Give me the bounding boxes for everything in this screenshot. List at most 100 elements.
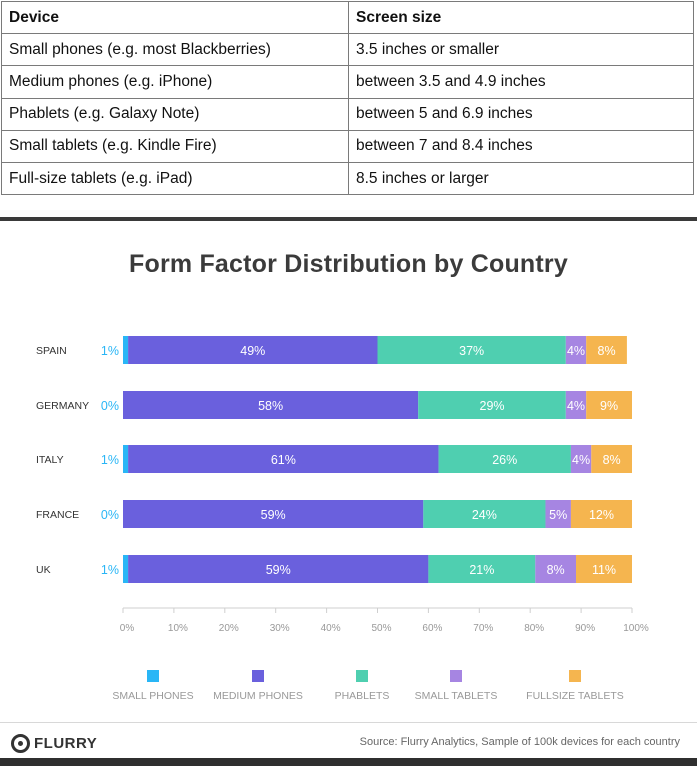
bar-segment bbox=[123, 500, 424, 528]
bar-value-label: 8% bbox=[603, 453, 621, 467]
x-tick-label: 100% bbox=[623, 623, 649, 634]
small-phones-label: 1% bbox=[101, 453, 119, 467]
legend-swatch bbox=[569, 670, 581, 682]
legend-swatch bbox=[356, 670, 368, 682]
flurry-logo-icon bbox=[11, 733, 30, 753]
small-phones-label: 0% bbox=[101, 508, 119, 522]
screen-size-cell: between 7 and 8.4 inches bbox=[348, 129, 694, 163]
category-label: GERMANY bbox=[36, 400, 89, 412]
source-note: Source: Flurry Analytics, Sample of 100k… bbox=[359, 736, 680, 748]
legend-label: MEDIUM PHONES bbox=[213, 690, 303, 702]
legend-label: SMALL TABLETS bbox=[415, 690, 498, 702]
bar-value-label: 5% bbox=[549, 508, 567, 522]
device-cell: Phablets (e.g. Galaxy Note) bbox=[1, 97, 349, 131]
bar-segment bbox=[570, 445, 592, 473]
bar-segment bbox=[423, 500, 546, 528]
bar-segment bbox=[570, 500, 632, 528]
footer-divider bbox=[0, 722, 697, 723]
bar-segment bbox=[576, 555, 632, 583]
x-tick-label: 50% bbox=[371, 623, 391, 634]
screen-size-cell: between 3.5 and 4.9 inches bbox=[348, 65, 694, 99]
screen-size-cell: 3.5 inches or smaller bbox=[348, 33, 694, 67]
device-cell: Small tablets (e.g. Kindle Fire) bbox=[1, 129, 349, 163]
x-tick-label: 20% bbox=[219, 623, 239, 634]
bar-segment bbox=[535, 555, 577, 583]
bar-value-label: 59% bbox=[261, 508, 286, 522]
bar-segment bbox=[565, 391, 587, 419]
category-label: ITALY bbox=[36, 454, 64, 466]
bar-value-label: 58% bbox=[258, 399, 283, 413]
bar-value-label: 37% bbox=[459, 344, 484, 358]
small-phones-label: 1% bbox=[101, 563, 119, 577]
logo-text: FLURRY bbox=[34, 734, 98, 752]
bar-value-label: 12% bbox=[589, 508, 614, 522]
bar-segment bbox=[545, 500, 571, 528]
bar-value-label: 59% bbox=[266, 563, 291, 577]
bar-segment bbox=[123, 391, 419, 419]
legend-swatch bbox=[252, 670, 264, 682]
bar-value-label: 4% bbox=[567, 344, 585, 358]
bar-segment bbox=[565, 336, 587, 364]
category-label: FRANCE bbox=[36, 509, 79, 521]
bar-segment bbox=[128, 555, 429, 583]
bar-segment bbox=[586, 391, 632, 419]
bar-segment bbox=[123, 555, 129, 583]
bar-segment bbox=[586, 336, 627, 364]
x-tick-label: 40% bbox=[321, 623, 341, 634]
bar-value-label: 29% bbox=[480, 399, 505, 413]
screen-size-cell: between 5 and 6.9 inches bbox=[348, 97, 694, 131]
bar-value-label: 9% bbox=[600, 399, 618, 413]
table-header-row: Device Screen size bbox=[1, 0, 694, 35]
device-cell: Full-size tablets (e.g. iPad) bbox=[1, 161, 349, 196]
legend-swatch bbox=[450, 670, 462, 682]
bar-value-label: 8% bbox=[547, 563, 565, 577]
device-screen-size-table: Device Screen size Small phones (e.g. mo… bbox=[1, 0, 694, 196]
bar-segment bbox=[123, 336, 129, 364]
table-row: Small tablets (e.g. Kindle Fire) between… bbox=[1, 129, 694, 163]
category-label: UK bbox=[36, 564, 51, 576]
bar-value-label: 11% bbox=[592, 563, 616, 577]
x-tick-label: 80% bbox=[524, 623, 544, 634]
legend-label: SMALL PHONES bbox=[112, 690, 193, 702]
table-row: Medium phones (e.g. iPhone) between 3.5 … bbox=[1, 65, 694, 99]
x-tick-label: 0% bbox=[120, 623, 135, 634]
small-phones-label: 1% bbox=[101, 344, 119, 358]
bottom-bar bbox=[0, 758, 697, 766]
bar-value-label: 49% bbox=[240, 344, 265, 358]
bar-value-label: 4% bbox=[567, 399, 585, 413]
device-cell: Medium phones (e.g. iPhone) bbox=[1, 65, 349, 99]
legend-label: PHABLETS bbox=[335, 690, 390, 702]
flurry-logo: FLURRY bbox=[11, 732, 97, 754]
bar-value-label: 8% bbox=[598, 344, 616, 358]
bar-segment bbox=[128, 336, 378, 364]
x-tick-label: 60% bbox=[422, 623, 442, 634]
chart-title: Form Factor Distribution by Country bbox=[129, 250, 568, 278]
x-tick-label: 10% bbox=[168, 623, 188, 634]
small-phones-label: 0% bbox=[101, 399, 119, 413]
header-screen-size: Screen size bbox=[348, 0, 694, 35]
bar-segment bbox=[438, 445, 571, 473]
x-tick-label: 30% bbox=[270, 623, 290, 634]
header-device: Device bbox=[1, 0, 349, 35]
legend-swatch bbox=[147, 670, 159, 682]
bar-segment bbox=[418, 391, 566, 419]
x-tick-label: 90% bbox=[575, 623, 595, 634]
bar-value-label: 24% bbox=[472, 508, 497, 522]
table-row: Phablets (e.g. Galaxy Note) between 5 an… bbox=[1, 97, 694, 131]
bar-segment bbox=[128, 445, 439, 473]
screen-size-cell: 8.5 inches or larger bbox=[348, 161, 694, 196]
section-divider bbox=[0, 217, 697, 221]
bar-segment bbox=[591, 445, 632, 473]
bar-value-label: 26% bbox=[492, 453, 517, 467]
bar-value-label: 61% bbox=[271, 453, 296, 467]
stacked-bar-chart: 0% 10% 20% 30% 40% 50% 60% 70% 80% 90% 100% SPAIN 1%… bbox=[36, 336, 649, 702]
x-tick-label: 70% bbox=[473, 623, 493, 634]
bar-value-label: 4% bbox=[572, 453, 590, 467]
table-row: Small phones (e.g. most Blackberries) 3.… bbox=[1, 33, 694, 67]
table-row: Full-size tablets (e.g. iPad) 8.5 inches… bbox=[1, 161, 694, 196]
legend-label: FULLSIZE TABLETS bbox=[526, 690, 624, 702]
bar-segment bbox=[123, 445, 129, 473]
category-label: SPAIN bbox=[36, 345, 67, 357]
bar-segment bbox=[428, 555, 536, 583]
bar-segment bbox=[377, 336, 566, 364]
